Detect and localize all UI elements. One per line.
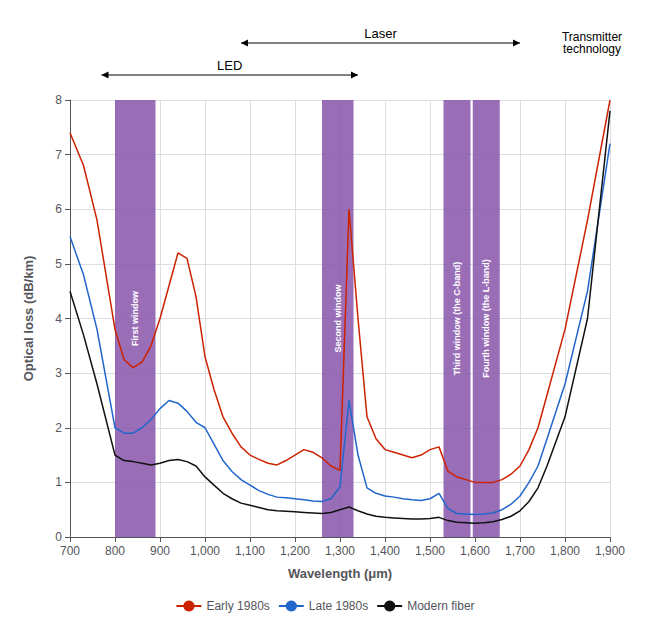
svg-text:Late 1980s: Late 1980s xyxy=(309,599,368,613)
svg-text:Third window (the C-band): Third window (the C-band) xyxy=(452,262,462,375)
svg-text:700: 700 xyxy=(60,544,80,558)
svg-text:Second window: Second window xyxy=(333,284,343,353)
svg-text:7: 7 xyxy=(55,148,62,162)
svg-text:1,300: 1,300 xyxy=(325,544,355,558)
svg-text:1,900: 1,900 xyxy=(595,544,625,558)
svg-text:0: 0 xyxy=(55,530,62,544)
svg-text:Transmitter: Transmitter xyxy=(561,30,623,44)
svg-text:800: 800 xyxy=(105,544,125,558)
svg-text:1,600: 1,600 xyxy=(460,544,490,558)
svg-text:LED: LED xyxy=(217,58,242,73)
svg-text:Modern fiber: Modern fiber xyxy=(407,599,474,613)
svg-text:3: 3 xyxy=(55,366,62,380)
svg-text:5: 5 xyxy=(55,257,62,271)
svg-text:1,700: 1,700 xyxy=(505,544,535,558)
svg-text:1,000: 1,000 xyxy=(190,544,220,558)
svg-text:1,800: 1,800 xyxy=(550,544,580,558)
svg-text:1,400: 1,400 xyxy=(370,544,400,558)
svg-text:Optical loss (dB/km): Optical loss (dB/km) xyxy=(21,256,36,382)
svg-text:1,200: 1,200 xyxy=(280,544,310,558)
svg-text:Early 1980s: Early 1980s xyxy=(206,599,269,613)
svg-text:900: 900 xyxy=(150,544,170,558)
svg-text:8: 8 xyxy=(55,93,62,107)
svg-text:Fourth window (the L-band): Fourth window (the L-band) xyxy=(481,259,491,377)
svg-text:2: 2 xyxy=(55,421,62,435)
svg-text:1,100: 1,100 xyxy=(235,544,265,558)
svg-text:1,500: 1,500 xyxy=(415,544,445,558)
svg-text:First window: First window xyxy=(130,290,140,346)
svg-text:6: 6 xyxy=(55,202,62,216)
svg-text:1: 1 xyxy=(55,475,62,489)
svg-text:Laser: Laser xyxy=(364,26,397,41)
svg-text:Wavelength (μm): Wavelength (μm) xyxy=(288,566,392,581)
svg-text:4: 4 xyxy=(55,312,62,326)
svg-text:technology: technology xyxy=(563,42,621,56)
